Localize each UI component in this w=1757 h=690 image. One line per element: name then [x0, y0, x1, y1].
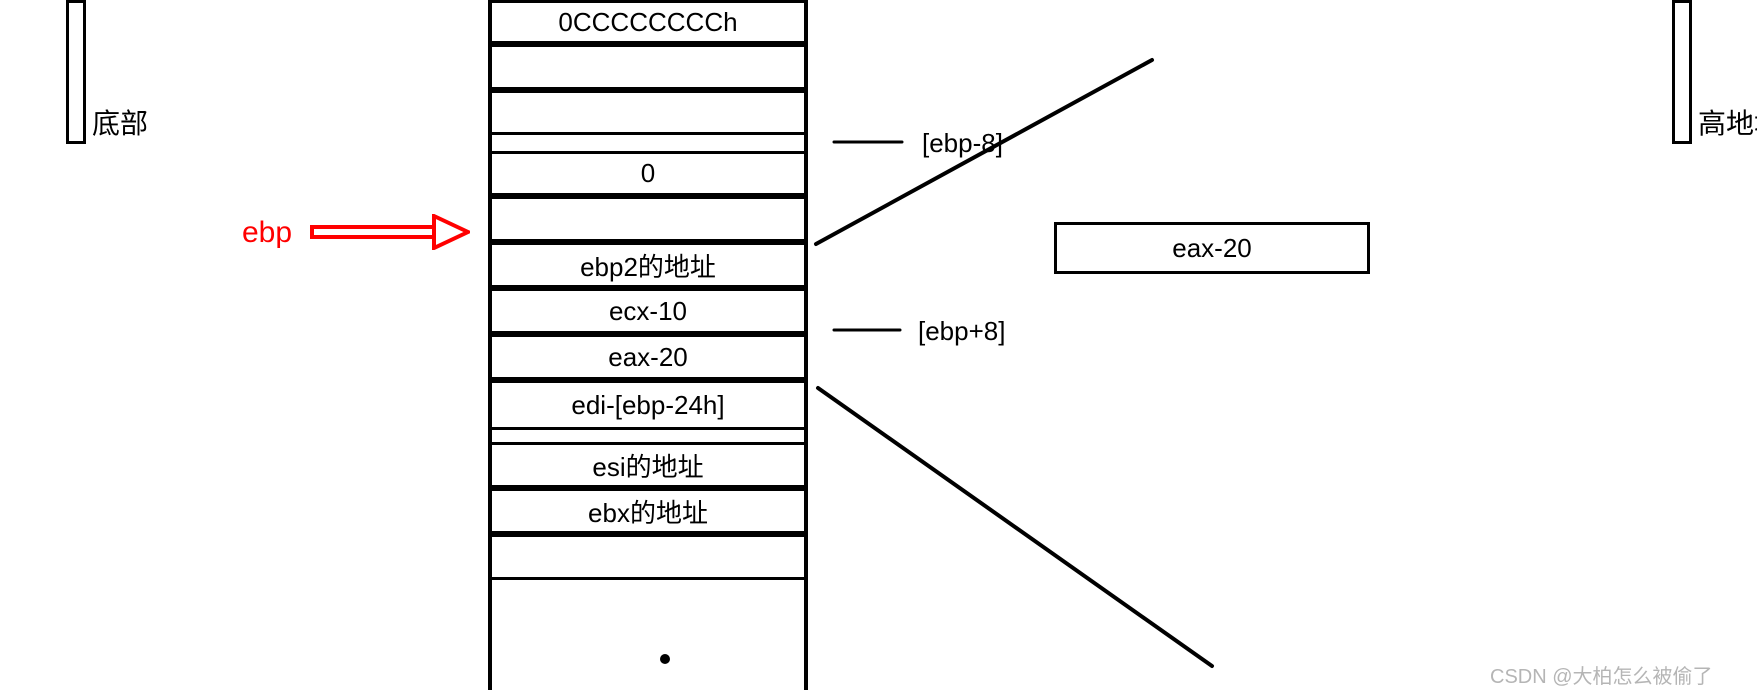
left-bar	[66, 0, 86, 144]
ebp-label: ebp	[242, 216, 292, 250]
stack-cell-9: esi的地址	[492, 442, 804, 488]
eax-box-text: eax-20	[1172, 233, 1252, 264]
stack-cell-text-7: eax-20	[608, 342, 688, 373]
stack-cell-11	[492, 534, 804, 580]
stack-cell-10: ebx的地址	[492, 488, 804, 534]
right-bar-label: 高地址	[1698, 102, 1757, 142]
ebp-arrow	[310, 214, 470, 250]
stack-cell-text-3: 0	[641, 158, 655, 189]
stack-cell-text-9: esi的地址	[592, 447, 703, 484]
stack-column: 0CCCCCCCCh 0 ebp2的地址 ecx-10 eax-20 edi-[ebp-2…	[488, 0, 808, 690]
right-bar	[1672, 0, 1692, 144]
watermark: CSDN @大柏怎么被偷了	[1490, 660, 1713, 689]
stack-cell-1	[492, 44, 804, 90]
annot-ebp-minus-8: [ebp-8]	[922, 128, 1003, 159]
stack-cell-3: 0	[492, 151, 804, 196]
stack-cell-6: ecx-10	[492, 288, 804, 334]
stack-cell-8: edi-[ebp-24h]	[492, 380, 804, 430]
stack-cell-text-10: ebx的地址	[588, 493, 708, 530]
stack-cell-5: ebp2的地址	[492, 242, 804, 288]
stack-cell-text-5: ebp2的地址	[580, 247, 716, 284]
stack-cell-text-8: edi-[ebp-24h]	[571, 390, 724, 421]
stack-cell-text-0: 0CCCCCCCCh	[558, 7, 737, 38]
stack-cell-2	[492, 90, 804, 135]
stack-cell-4	[492, 196, 804, 242]
stack-cell-0: 0CCCCCCCCh	[492, 0, 804, 44]
stack-diagram: 底部 高地址 0CCCCCCCCh 0 ebp2的地址 ecx-10 eax-20 edi…	[0, 0, 1757, 690]
annot-ebp-plus-8: [ebp+8]	[918, 316, 1005, 347]
connector-lines	[0, 0, 1757, 690]
column-dot	[660, 654, 670, 664]
eax-box: eax-20	[1054, 222, 1370, 274]
left-bar-label: 底部	[92, 102, 148, 142]
stack-cell-text-6: ecx-10	[609, 296, 687, 327]
stack-cell-7: eax-20	[492, 334, 804, 380]
